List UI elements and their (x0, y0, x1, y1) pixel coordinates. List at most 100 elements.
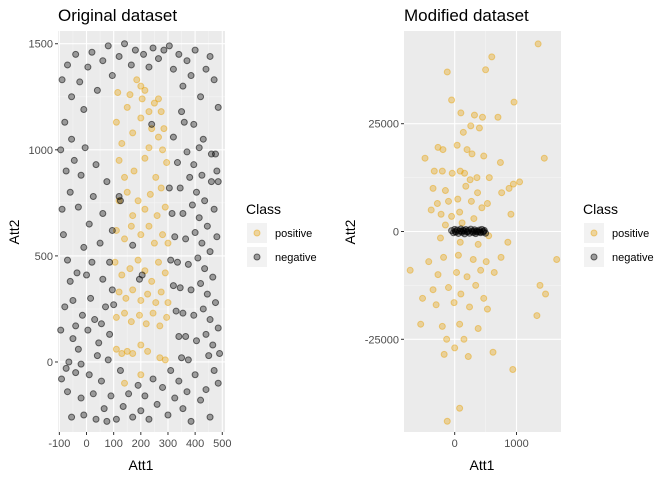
point-negative (173, 159, 181, 167)
point-negative (140, 50, 148, 58)
point-negative (112, 415, 120, 423)
point-negative (183, 148, 191, 156)
point-negative (165, 42, 173, 50)
point-negative (202, 386, 210, 394)
point-positive (468, 150, 476, 158)
point-positive (137, 371, 145, 379)
point-positive (507, 210, 515, 218)
point-negative (100, 405, 108, 413)
point-negative (148, 120, 156, 128)
point-negative (214, 324, 222, 332)
point-negative (92, 415, 100, 423)
point-positive (129, 349, 137, 357)
point-negative (73, 269, 81, 277)
point-positive (509, 365, 517, 373)
x-tick-label: 400 (186, 438, 204, 450)
point-negative (88, 48, 96, 56)
point-positive (137, 114, 145, 122)
point-negative (102, 303, 110, 311)
point-positive (466, 303, 474, 311)
point-positive (454, 195, 462, 203)
point-positive (470, 111, 478, 119)
point-negative (115, 52, 123, 60)
point-positive (150, 239, 158, 247)
point-positive (477, 266, 485, 274)
point-negative (137, 407, 145, 415)
point-negative (129, 413, 137, 421)
point-negative (206, 52, 214, 60)
point-positive (142, 320, 150, 328)
point-negative (66, 188, 74, 196)
point-positive (462, 182, 470, 190)
point-positive (121, 379, 129, 387)
legend-title: Class (246, 201, 281, 217)
point-positive (123, 103, 131, 111)
legend-marker-negative (590, 253, 598, 261)
point-positive (463, 273, 471, 281)
point-negative (202, 330, 210, 338)
point-positive (456, 208, 464, 216)
point-negative (131, 46, 139, 54)
point-positive (474, 325, 482, 333)
point-negative (103, 417, 111, 425)
legend: Class positive negative (246, 201, 317, 267)
point-positive (164, 299, 172, 307)
point-negative (213, 233, 221, 241)
point-negative (159, 383, 167, 391)
point-negative (192, 337, 200, 345)
point-negative (58, 375, 66, 383)
point-negative (104, 42, 112, 50)
point-negative (104, 356, 112, 364)
point-positive (149, 309, 157, 317)
x-tick-label: 0 (452, 438, 458, 450)
point-negative (182, 235, 190, 243)
point-negative (125, 390, 133, 398)
point-positive (115, 156, 123, 164)
y-axis-label: Att2 (6, 219, 22, 244)
point-negative (70, 156, 78, 164)
point-negative (77, 360, 85, 368)
point-positive (137, 231, 145, 239)
point-positive (488, 53, 496, 61)
point-positive (456, 167, 464, 175)
point-positive (497, 253, 505, 261)
point-negative (209, 341, 217, 349)
point-positive (163, 313, 171, 321)
legend-label-positive: positive (612, 228, 649, 240)
x-tick-label: -100 (48, 438, 70, 450)
point-negative (190, 161, 198, 169)
point-positive (456, 320, 464, 328)
point-positive (448, 96, 456, 104)
point-negative (191, 229, 199, 237)
point-negative (169, 65, 177, 73)
point-positive (161, 203, 169, 211)
point-positive (153, 212, 161, 220)
point-negative (78, 311, 86, 319)
point-negative (191, 46, 199, 54)
point-positive (156, 322, 164, 330)
point-negative (175, 333, 183, 341)
point-negative (65, 358, 73, 366)
point-positive (483, 305, 491, 313)
point-positive (448, 169, 456, 177)
point-positive (454, 251, 462, 259)
point-negative (83, 271, 91, 279)
point-negative (103, 178, 111, 186)
point-negative (99, 57, 107, 65)
point-positive (157, 184, 165, 192)
point-positive (498, 189, 506, 197)
y-tick-label: 0 (393, 227, 399, 239)
point-negative (214, 379, 222, 387)
legend-label-positive: positive (275, 228, 312, 240)
point-positive (115, 288, 123, 296)
point-positive (159, 231, 167, 239)
point-positive (461, 169, 469, 177)
point-negative (190, 311, 198, 319)
data-points (57, 40, 224, 425)
point-negative (197, 93, 205, 101)
point-positive (133, 76, 141, 84)
point-positive (161, 269, 169, 277)
point-positive (467, 122, 475, 130)
point-negative (110, 301, 118, 309)
point-positive (135, 311, 143, 319)
